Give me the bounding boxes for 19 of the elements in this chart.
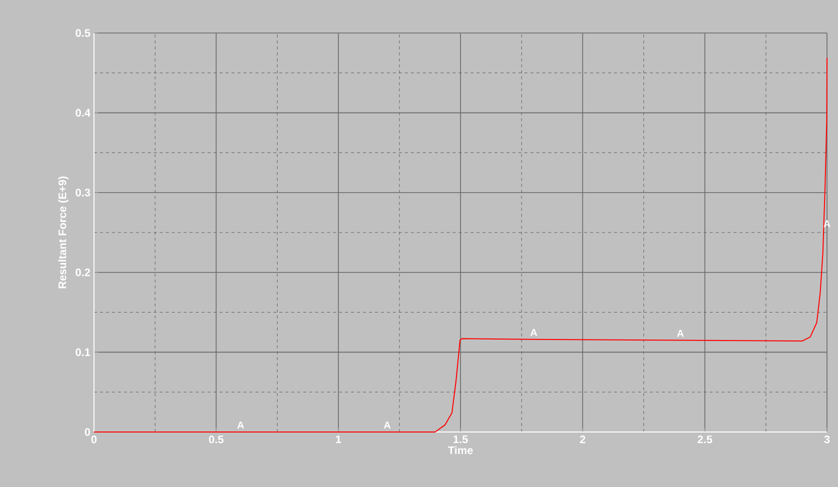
text: A <box>237 422 244 428</box>
x-tick-label: 3 <box>824 436 830 444</box>
y-tick-label: 0.4 <box>76 108 90 117</box>
x-axis-title: Time <box>448 446 473 454</box>
x-tick-label: 2.5 <box>698 436 712 444</box>
y-tick-label: 0.2 <box>76 268 90 276</box>
y-tick-label: 0 <box>84 428 90 436</box>
y-axis-title: Resultant Force (E+9) <box>58 176 68 288</box>
text: A <box>530 329 538 336</box>
x-tick-label: 2 <box>580 436 586 444</box>
text: A <box>384 422 391 428</box>
y-tick-label: 0.3 <box>76 188 90 196</box>
x-tick-label: 0.5 <box>208 436 224 444</box>
y-tick-label: 0.1 <box>76 348 90 356</box>
x-tick-label: 1.5 <box>454 436 468 444</box>
x-tick-label: 0 <box>91 436 97 444</box>
x-tick-label: 1 <box>336 436 342 444</box>
text: A <box>677 330 684 337</box>
y-tick-label: 0.5 <box>76 29 90 37</box>
